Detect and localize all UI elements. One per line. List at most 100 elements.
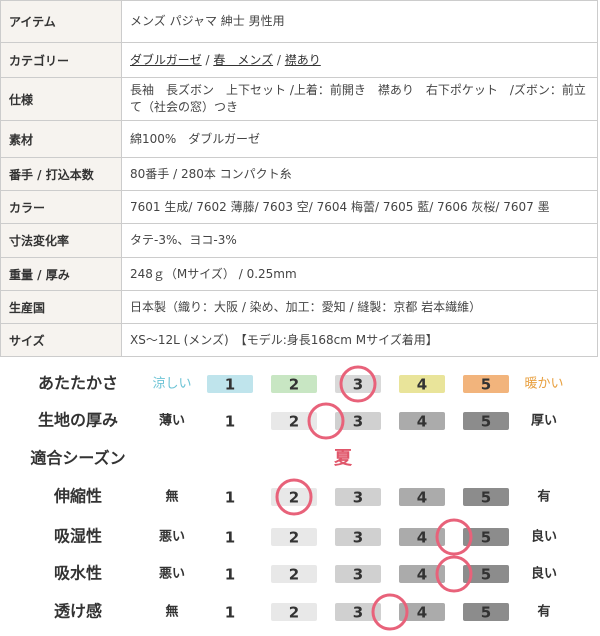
spec-row: アイテム メンズ パジャマ 紳士 男性用 [0, 0, 598, 43]
scale-box [399, 603, 445, 621]
scale-number: 4 [417, 376, 427, 394]
scale-box [463, 375, 509, 393]
season-label: 適合シーズン [30, 449, 125, 468]
high-label: 良い [531, 566, 557, 582]
high-label: 厚い [531, 413, 557, 429]
level-marker [275, 478, 313, 516]
scale-number: 1 [225, 604, 235, 622]
scale-box [463, 528, 509, 546]
scale-number: 4 [417, 413, 427, 431]
scale-number: 1 [225, 529, 235, 547]
scale-number: 2 [289, 413, 299, 431]
scale-number: 5 [481, 529, 491, 547]
spec-table: アイテム メンズ パジャマ 紳士 男性用 カテゴリー ダブルガーゼ / 春 メンズ /… [0, 0, 598, 357]
scale-number: 3 [353, 604, 363, 622]
rating-label: あたたかさ [38, 374, 118, 393]
scale-number: 5 [481, 413, 491, 431]
scale-number: 1 [225, 566, 235, 584]
spec-label: 生産国 [0, 290, 122, 324]
low-label: 涼しい [152, 377, 191, 392]
low-label: 無 [165, 604, 178, 620]
level-marker [307, 402, 345, 440]
scale-number: 3 [353, 566, 363, 584]
rating-label: 吸湿性 [54, 527, 102, 546]
scale-box [399, 565, 445, 583]
scale-box [207, 603, 253, 621]
scale-box [335, 528, 381, 546]
spec-row: カラー 7601 生成/ 7602 薄藤/ 7603 空/ 7604 梅蕾/ 76… [0, 190, 598, 224]
category-link[interactable]: 春 メンズ [213, 52, 274, 67]
scale-number: 2 [289, 376, 299, 394]
scale-box [399, 528, 445, 546]
scale-box [207, 528, 253, 546]
scale-box [207, 488, 253, 506]
spec-row: 重量 / 厚み 248ｇ（Mサイズ） / 0.25mm [0, 257, 598, 291]
spec-row: 生産国 日本製（織り：大阪 / 染め、加工：愛知 / 縫製：京都 岩本繊維） [0, 290, 598, 324]
spec-row: 素材 綿100% ダブルガーゼ [0, 120, 598, 158]
spec-label: 素材 [0, 120, 122, 158]
high-label: 有 [537, 604, 550, 620]
scale-box [399, 375, 445, 393]
spec-label: アイテム [0, 0, 122, 43]
rating-chart: 適合シーズン 夏 あたたかさ 涼しい 暖かい 1 2 3 4 5 生地の厚み 薄い 厚い 1 2 3 4 5 伸縮性… [30, 365, 564, 631]
low-label: 悪い [159, 530, 185, 545]
scale-number: 2 [289, 566, 299, 584]
scale-box [399, 412, 445, 430]
scale-box [335, 375, 381, 393]
scale-box [271, 528, 317, 546]
scale-number: 3 [353, 413, 363, 431]
scale-box [271, 603, 317, 621]
scale-number: 3 [353, 489, 363, 507]
scale-box [335, 488, 381, 506]
spec-value: 80番手 / 280本 コンパクト糸 [121, 157, 598, 191]
low-label: 悪い [159, 567, 185, 582]
scale-number: 4 [417, 566, 427, 584]
spec-label: 番手 / 打込本数 [0, 157, 122, 191]
spec-row: カテゴリー ダブルガーゼ / 春 メンズ / 襟あり [0, 42, 598, 78]
scale-box [463, 488, 509, 506]
season-value: 夏 [334, 448, 353, 469]
spec-row: サイズ XS～12L (メンズ) 【モデル:身長168cm Mサイズ着用】 [0, 323, 598, 357]
low-label: 無 [165, 489, 178, 505]
scale-box [271, 375, 317, 393]
rating-label: 伸縮性 [53, 487, 102, 506]
spec-row: 寸法変化率 タテ-3%、ヨコ-3% [0, 223, 598, 258]
category-link[interactable]: ダブルガーゼ [130, 52, 202, 67]
scale-box [271, 565, 317, 583]
scale-box [271, 488, 317, 506]
scale-number: 1 [225, 489, 235, 507]
scale-number: 5 [481, 566, 491, 584]
rating-label: 生地の厚み [38, 411, 118, 430]
spec-label: 重量 / 厚み [0, 257, 122, 291]
spec-label: 仕様 [0, 77, 122, 121]
category-link[interactable]: 襟あり [284, 52, 321, 67]
scale-box [463, 565, 509, 583]
scale-number: 1 [225, 413, 235, 431]
scale-box [207, 565, 253, 583]
separator: / [201, 52, 214, 67]
spec-label: カラー [0, 190, 122, 224]
spec-row: 仕様 長袖 長ズボン 上下セット /上着：前開き 襟あり 右下ポケット /ズボン：… [0, 77, 598, 121]
spec-value: 248ｇ（Mサイズ） / 0.25mm [121, 257, 598, 291]
scale-number: 2 [289, 489, 299, 507]
low-label: 薄い [159, 413, 185, 429]
scale-box [463, 412, 509, 430]
level-marker [371, 593, 409, 631]
scale-number: 2 [289, 529, 299, 547]
spec-value: 綿100% ダブルガーゼ [121, 120, 598, 158]
spec-label: サイズ [0, 323, 122, 357]
spec-label: カテゴリー [0, 42, 122, 78]
scale-box [463, 603, 509, 621]
spec-value: 7601 生成/ 7602 薄藤/ 7603 空/ 7604 梅蕾/ 7605 … [121, 190, 598, 224]
scale-box [335, 603, 381, 621]
spec-row: 番手 / 打込本数 80番手 / 280本 コンパクト糸 [0, 157, 598, 191]
scale-number: 3 [353, 529, 363, 547]
high-label: 暖かい [524, 377, 563, 392]
spec-value: メンズ パジャマ 紳士 男性用 [121, 0, 598, 43]
scale-box [335, 412, 381, 430]
scale-number: 4 [417, 489, 427, 507]
scale-box [207, 412, 253, 430]
level-marker [435, 518, 473, 556]
spec-value: XS～12L (メンズ) 【モデル:身長168cm Mサイズ着用】 [121, 323, 598, 357]
